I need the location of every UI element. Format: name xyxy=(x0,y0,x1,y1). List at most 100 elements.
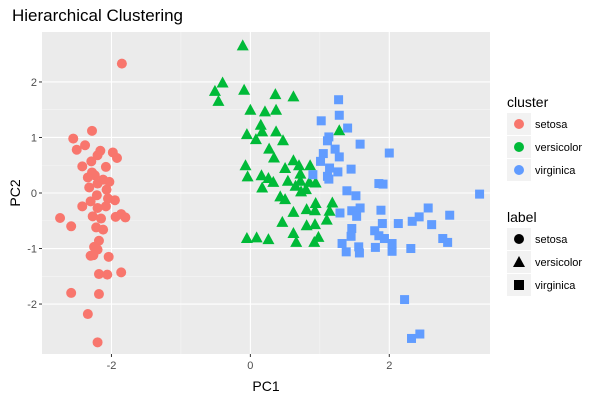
point-versicolor-triangle xyxy=(287,205,300,217)
point-setosa-circle xyxy=(86,156,97,167)
point-virginica-square xyxy=(387,239,397,249)
legend-key-virginica xyxy=(514,165,524,175)
point-setosa-circle xyxy=(87,211,98,222)
point-virginica-square xyxy=(346,231,356,241)
point-versicolor-triangle xyxy=(323,204,336,216)
point-virginica-square xyxy=(379,234,389,244)
point-virginica-square xyxy=(343,123,353,133)
point-setosa-circle xyxy=(104,176,115,187)
point-versicolor-triangle xyxy=(258,105,271,117)
point-setosa-circle xyxy=(93,269,104,280)
point-versicolor-triangle xyxy=(294,174,307,186)
point-virginica-square xyxy=(322,136,332,146)
point-setosa-circle xyxy=(77,201,88,212)
point-setosa-circle xyxy=(100,161,111,172)
point-versicolor-triangle xyxy=(304,159,317,171)
point-virginica-square xyxy=(378,179,388,189)
point-virginica-square xyxy=(354,248,364,258)
point-setosa-circle xyxy=(92,202,103,213)
point-virginica-square xyxy=(393,219,403,229)
point-versicolor-triangle xyxy=(239,159,252,171)
point-setosa-circle xyxy=(85,196,96,207)
point-virginica-square xyxy=(374,231,384,241)
point-versicolor-triangle xyxy=(244,103,257,115)
point-versicolor-triangle xyxy=(300,219,313,231)
point-virginica-square xyxy=(370,226,380,236)
legend-label-setosa: setosa xyxy=(535,119,568,131)
point-virginica-square xyxy=(370,242,380,252)
point-versicolor-triangle xyxy=(308,218,321,230)
point-virginica-square xyxy=(423,203,433,213)
point-setosa-circle xyxy=(71,144,82,155)
point-versicolor-triangle xyxy=(295,185,308,197)
point-virginica-square xyxy=(308,170,318,180)
y-tick-label: 1 xyxy=(31,132,37,144)
point-setosa-circle xyxy=(109,195,120,206)
point-virginica-square xyxy=(316,116,326,126)
legend-label-virginica: virginica xyxy=(535,165,576,177)
point-setosa-circle xyxy=(91,190,102,201)
point-virginica-square xyxy=(318,149,328,159)
point-versicolor-triangle xyxy=(270,125,283,137)
point-virginica-square xyxy=(316,156,326,166)
point-setosa-circle xyxy=(93,289,104,300)
legend-shape-label-virginica: virginica xyxy=(535,280,576,292)
point-versicolor-triangle xyxy=(254,118,267,130)
legend-key-triangle xyxy=(513,256,525,267)
y-axis-tick-labels: -2 -1 0 1 2 xyxy=(27,77,42,311)
point-virginica-square xyxy=(355,139,365,149)
point-virginica-square xyxy=(334,95,344,105)
point-virginica-square xyxy=(415,329,425,339)
point-setosa-circle xyxy=(100,201,111,212)
legend-shape-label-versicolor: versicolor xyxy=(535,257,582,269)
point-versicolor-triangle xyxy=(309,176,322,188)
point-versicolor-triangle xyxy=(216,76,229,88)
point-versicolor-triangle xyxy=(241,170,254,182)
x-axis-title: PC1 xyxy=(252,378,279,394)
point-virginica-square xyxy=(438,234,448,244)
point-versicolor-triangle xyxy=(255,169,268,181)
point-setosa-circle xyxy=(84,182,95,193)
point-virginica-square xyxy=(347,224,357,234)
point-versicolor-triangle xyxy=(326,196,339,208)
point-virginica-square xyxy=(406,244,416,254)
legend-label: label setosa versicolor virginica xyxy=(507,209,582,296)
y-tick-label: -2 xyxy=(27,299,37,311)
point-setosa-circle xyxy=(92,150,103,161)
legend-label-title: label xyxy=(507,209,537,225)
point-virginica-square xyxy=(407,216,417,226)
legend-cluster-title: cluster xyxy=(507,94,549,110)
point-versicolor-triangle xyxy=(249,133,262,145)
point-virginica-square xyxy=(384,148,394,158)
point-virginica-square xyxy=(352,211,362,221)
point-setosa-circle xyxy=(120,212,131,223)
point-versicolor-triangle xyxy=(240,128,253,140)
point-setosa-circle xyxy=(82,309,93,320)
point-setosa-circle xyxy=(116,58,127,69)
point-versicolor-triangle xyxy=(279,193,292,205)
x-tick-label: -2 xyxy=(107,360,117,372)
point-versicolor-triangle xyxy=(294,167,307,179)
point-setosa-circle xyxy=(96,213,107,224)
point-setosa-circle xyxy=(77,161,88,172)
point-virginica-square xyxy=(347,206,357,216)
point-versicolor-triangle xyxy=(333,124,346,136)
point-setosa-circle xyxy=(102,269,113,280)
point-virginica-square xyxy=(342,186,352,196)
x-axis-tick-labels: -2 0 2 xyxy=(107,354,392,372)
point-virginica-square xyxy=(443,237,453,247)
point-virginica-square xyxy=(354,242,364,252)
point-versicolor-triangle xyxy=(308,204,321,216)
point-versicolor-triangle xyxy=(279,162,292,174)
point-virginica-square xyxy=(333,167,343,177)
point-versicolor-triangle xyxy=(267,151,280,163)
point-virginica-square xyxy=(334,110,344,120)
point-versicolor-triangle xyxy=(289,179,302,191)
legend-label-versicolor: versicolor xyxy=(535,142,582,154)
point-virginica-square xyxy=(377,219,387,229)
grid-lines xyxy=(42,32,490,354)
point-versicolor-triangle xyxy=(300,203,313,215)
legend-key-circle xyxy=(514,234,524,244)
point-versicolor-triangle xyxy=(290,235,303,247)
point-versicolor-triangle xyxy=(270,103,283,115)
